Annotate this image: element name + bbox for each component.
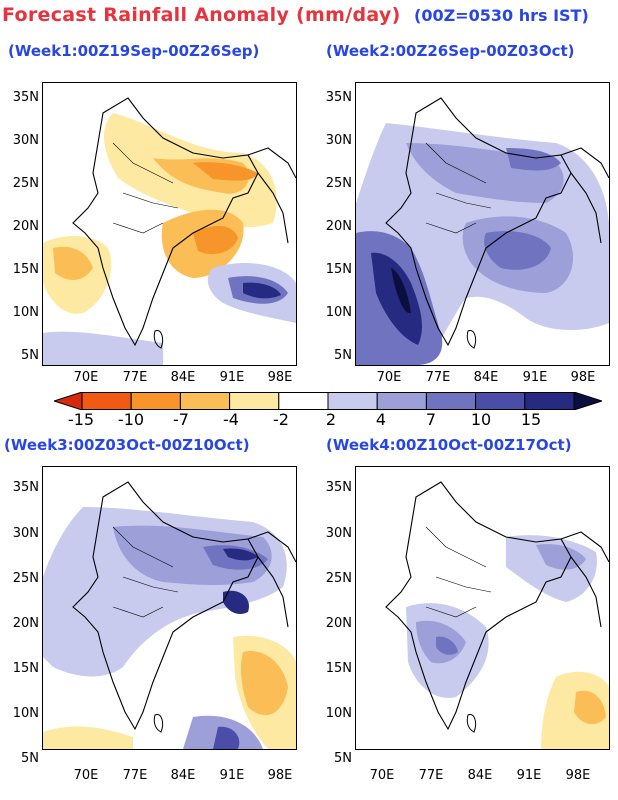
figure-title: Forecast Rainfall Anomaly (mm/day) bbox=[2, 4, 401, 26]
lat-tick: 5N bbox=[21, 751, 39, 766]
lat-tick: 35N bbox=[325, 90, 352, 105]
figure-subtitle: (00Z=0530 hrs IST) bbox=[414, 6, 589, 25]
lat-tick: 20N bbox=[325, 616, 352, 631]
colorbar-cell bbox=[327, 392, 378, 410]
lon-tick: 70E bbox=[73, 370, 99, 385]
lat-tick: 20N bbox=[325, 219, 352, 234]
map-panel-week1 bbox=[42, 82, 297, 366]
colorbar-label: 10 bbox=[470, 410, 492, 429]
lat-tick: 35N bbox=[325, 480, 352, 495]
lat-tick: 25N bbox=[325, 176, 352, 191]
lon-tick: 98E bbox=[267, 370, 293, 385]
lon-tick: 91E bbox=[522, 370, 548, 385]
lon-tick: 84E bbox=[467, 768, 493, 783]
colorbar-cell bbox=[229, 392, 280, 410]
colorbar-cell bbox=[179, 392, 231, 410]
lon-tick: 77E bbox=[122, 768, 148, 783]
lat-tick: 15N bbox=[325, 262, 352, 277]
colorbar-cell bbox=[81, 392, 132, 410]
lat-tick: 10N bbox=[325, 706, 352, 721]
map-panel-week3 bbox=[42, 466, 297, 750]
colorbar-cell bbox=[278, 392, 329, 410]
colorbar-label: -10 bbox=[117, 410, 145, 429]
colorbar-label: 4 bbox=[375, 410, 387, 429]
lat-tick: 20N bbox=[12, 616, 39, 631]
lat-tick: 30N bbox=[325, 526, 352, 541]
lon-tick: 77E bbox=[418, 768, 444, 783]
lat-tick: 35N bbox=[12, 480, 39, 495]
lat-tick: 25N bbox=[325, 571, 352, 586]
lat-tick: 30N bbox=[325, 133, 352, 148]
lon-tick: 70E bbox=[73, 768, 99, 783]
colorbar-cell bbox=[130, 392, 181, 410]
colorbar-label: 7 bbox=[425, 410, 437, 429]
lat-tick: 10N bbox=[325, 305, 352, 320]
lon-tick: 70E bbox=[376, 370, 402, 385]
lon-tick: 98E bbox=[570, 370, 596, 385]
lat-tick: 30N bbox=[12, 526, 39, 541]
lat-tick: 15N bbox=[325, 661, 352, 676]
lat-tick: 5N bbox=[334, 751, 352, 766]
panel-title-week3: (Week3:00Z03Oct-00Z10Oct) bbox=[4, 436, 250, 454]
lon-tick: 77E bbox=[425, 370, 451, 385]
colorbar-label: -2 bbox=[273, 410, 289, 429]
lat-tick: 5N bbox=[21, 348, 39, 363]
lon-tick: 98E bbox=[267, 768, 293, 783]
lat-tick: 15N bbox=[12, 262, 39, 277]
lon-tick: 98E bbox=[565, 768, 591, 783]
lon-tick: 91E bbox=[219, 768, 245, 783]
lon-tick: 70E bbox=[369, 768, 395, 783]
panel-title-week4: (Week4:00Z10Oct-00Z17Oct) bbox=[326, 436, 572, 454]
lon-tick: 91E bbox=[219, 370, 245, 385]
lat-tick: 5N bbox=[334, 348, 352, 363]
colorbar-cell bbox=[425, 392, 477, 410]
panel-title-week2: (Week2:00Z26Sep-00Z03Oct) bbox=[326, 42, 575, 60]
lat-tick: 35N bbox=[12, 90, 39, 105]
lat-tick: 30N bbox=[12, 133, 39, 148]
lat-tick: 20N bbox=[12, 219, 39, 234]
colorbar-label: 15 bbox=[520, 410, 542, 429]
lon-tick: 84E bbox=[170, 768, 196, 783]
colorbar-cell bbox=[376, 392, 427, 410]
lat-tick: 25N bbox=[12, 571, 39, 586]
colorbar-end-low bbox=[54, 392, 83, 410]
colorbar-end-high bbox=[573, 392, 602, 410]
colorbar-label: -15 bbox=[67, 410, 95, 429]
map-panel-week4 bbox=[355, 466, 610, 750]
colorbar-cell bbox=[524, 392, 575, 410]
lat-tick: 25N bbox=[12, 176, 39, 191]
lat-tick: 10N bbox=[12, 706, 39, 721]
map-panel-week2 bbox=[355, 82, 610, 366]
lon-tick: 84E bbox=[473, 370, 499, 385]
colorbar-cell bbox=[475, 392, 526, 410]
lon-tick: 91E bbox=[516, 768, 542, 783]
lat-tick: 15N bbox=[12, 661, 39, 676]
colorbar-label: -4 bbox=[223, 410, 239, 429]
colorbar-label: 2 bbox=[325, 410, 337, 429]
lon-tick: 77E bbox=[122, 370, 148, 385]
panel-title-week1: (Week1:00Z19Sep-00Z26Sep) bbox=[8, 42, 260, 60]
lat-tick: 10N bbox=[12, 305, 39, 320]
colorbar-label: -7 bbox=[173, 410, 189, 429]
colorbar bbox=[54, 392, 602, 410]
lon-tick: 84E bbox=[170, 370, 196, 385]
